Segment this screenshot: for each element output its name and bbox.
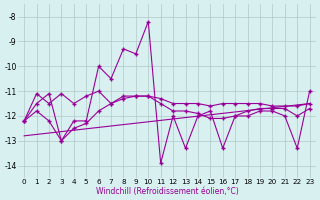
X-axis label: Windchill (Refroidissement éolien,°C): Windchill (Refroidissement éolien,°C): [95, 187, 238, 196]
